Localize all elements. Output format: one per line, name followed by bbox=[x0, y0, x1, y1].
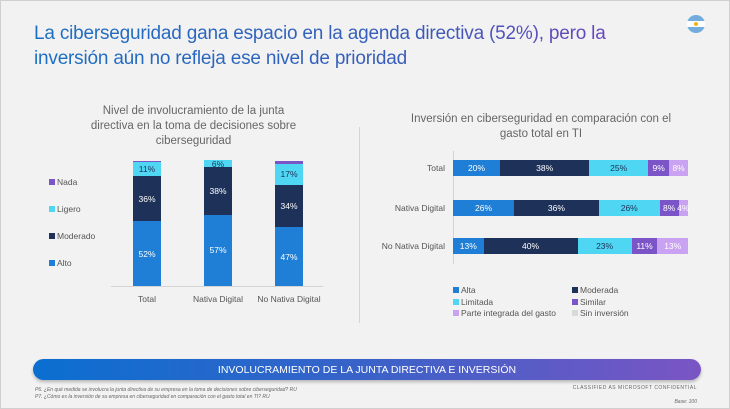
legend-item: Ligero bbox=[49, 204, 81, 214]
legend-swatch bbox=[49, 206, 55, 212]
legend-swatch bbox=[49, 179, 55, 185]
bar-segment-nada bbox=[133, 161, 161, 163]
legend-item: Moderada bbox=[572, 285, 618, 295]
bar-segment-moderado: 36% bbox=[133, 176, 161, 221]
bar-segment-moderada: 36% bbox=[514, 200, 599, 216]
bar-segment-similar: 11% bbox=[631, 238, 658, 254]
legend-label: Ligero bbox=[57, 204, 81, 214]
legend-label: Parte integrada del gasto bbox=[461, 308, 556, 318]
legend-label: Similar bbox=[580, 296, 606, 307]
legend-swatch bbox=[453, 310, 459, 316]
legend-swatch bbox=[49, 233, 55, 239]
legend-swatch bbox=[453, 287, 459, 293]
bar-segment-alto: 47% bbox=[275, 227, 303, 286]
divider bbox=[359, 127, 360, 323]
legend-swatch bbox=[453, 298, 459, 305]
legend-item: Moderado bbox=[49, 231, 95, 241]
bar-segment-moderado: 38% bbox=[204, 167, 232, 215]
bar-segment-parte-integrada-del-gasto: 8% bbox=[669, 160, 688, 176]
argentina-flag-icon bbox=[687, 15, 705, 33]
legend-item: Similar bbox=[572, 297, 606, 307]
right-chart-title: Inversión en ciberseguridad en comparaci… bbox=[410, 113, 672, 140]
x-tick-label: Nativa Digital bbox=[192, 294, 244, 304]
legend-label: Moderada bbox=[580, 285, 619, 295]
bar-segment-alto: 57% bbox=[204, 214, 232, 286]
legend-swatch bbox=[49, 260, 55, 266]
legend-item: Limitada bbox=[453, 297, 493, 307]
bar-segment-nada bbox=[275, 161, 303, 164]
bar-segment-ligero: 6% bbox=[204, 159, 232, 169]
bar-segment-similar: 9% bbox=[648, 160, 670, 176]
legend-item: Alto bbox=[49, 258, 72, 268]
y-tick-label: Nativa Digital bbox=[394, 203, 445, 213]
bar-segment-alta: 26% bbox=[453, 200, 515, 216]
legend-swatch bbox=[572, 298, 578, 305]
bar-segment-limitada: 25% bbox=[589, 160, 649, 176]
bar-segment-similar: 8% bbox=[659, 200, 679, 216]
legend-item: Alta bbox=[453, 285, 476, 295]
legend-label: Nada bbox=[57, 177, 78, 187]
x-tick-label: No Nativa Digital bbox=[257, 294, 321, 304]
y-tick-label: No Nativa Digital bbox=[381, 241, 445, 251]
x-tick-label: Total bbox=[138, 294, 156, 304]
bar-segment-ligero: 11% bbox=[133, 162, 161, 176]
classification-label: CLASSIFIED AS MICROSOFT CONFIDENTIAL bbox=[572, 385, 697, 391]
left-x-axis bbox=[111, 286, 323, 287]
bar-segment-limitada: 26% bbox=[598, 200, 660, 216]
footnote: P7. ¿Cómo es la inversión de su empresa … bbox=[35, 394, 270, 400]
legend-label: Moderado bbox=[57, 231, 96, 241]
bar-segment-alta: 13% bbox=[453, 238, 484, 254]
bar-segment-ligero: 17% bbox=[275, 163, 303, 185]
section-banner: INVOLUCRAMIENTO DE LA JUNTA DIRECTIVA E … bbox=[33, 359, 701, 380]
y-tick-label: Total bbox=[427, 163, 445, 173]
legend-label: Alta bbox=[461, 285, 476, 295]
legend-label: Limitada bbox=[461, 296, 494, 307]
legend-item: Sin inversión bbox=[572, 308, 629, 318]
legend-item: Nada bbox=[49, 177, 77, 187]
bar-segment-alto: 52% bbox=[133, 221, 161, 286]
slide-title: La ciberseguridad gana espacio en la age… bbox=[34, 21, 674, 71]
bar-segment-parte-integrada-del-gasto: 13% bbox=[657, 238, 688, 254]
legend-label: Alto bbox=[57, 258, 72, 268]
legend-item: Parte integrada del gasto bbox=[453, 308, 556, 318]
left-chart-title: Nivel de involucramiento de la junta dir… bbox=[90, 105, 297, 147]
bar-segment-alta: 20% bbox=[453, 160, 500, 176]
footnote: P6. ¿En qué medida se involucra la junta… bbox=[35, 387, 297, 393]
legend-label: Sin inversión bbox=[580, 308, 629, 318]
legend-swatch bbox=[572, 310, 578, 316]
base-label: Base: 100 bbox=[674, 399, 697, 405]
bar-segment-moderado: 34% bbox=[275, 184, 303, 228]
bar-segment-moderada: 38% bbox=[500, 160, 590, 176]
legend-swatch bbox=[572, 287, 578, 293]
bar-segment-moderada: 40% bbox=[483, 238, 578, 254]
bar-segment-parte-integrada-del-gasto: 4% bbox=[677, 200, 689, 216]
bar-segment-limitada: 23% bbox=[577, 238, 632, 254]
